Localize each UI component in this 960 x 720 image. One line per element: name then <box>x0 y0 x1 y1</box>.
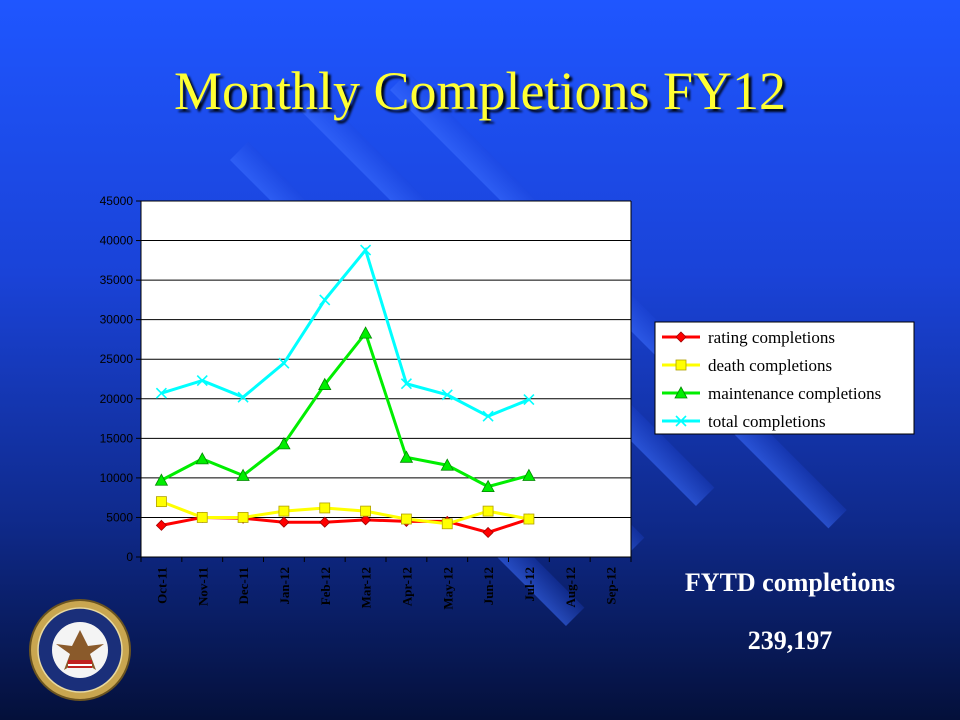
y-tick-labels: 0 5000 10000 15000 20000 25000 30000 35000 40000… <box>100 194 134 564</box>
legend-label: rating completions <box>708 328 835 347</box>
point-marker <box>400 378 412 390</box>
point-marker <box>319 294 331 306</box>
point-marker <box>360 505 371 517</box>
fytd-value: 239,197 <box>747 626 833 655</box>
point-marker-stroke <box>523 394 535 406</box>
point-marker <box>237 391 249 403</box>
x-tick-label: May-12 <box>440 567 455 610</box>
point-marker <box>481 479 495 492</box>
point-marker <box>319 502 331 514</box>
page-title: Monthly Completions FY12 <box>173 61 787 121</box>
fytd-label: FYTD completions <box>684 568 896 597</box>
point-marker <box>399 450 414 463</box>
point-marker <box>360 244 372 256</box>
y-tick-label: 35000 <box>100 273 134 287</box>
series-death-completions <box>156 496 535 530</box>
point-marker <box>196 375 208 387</box>
data-series <box>154 244 536 539</box>
point-marker <box>156 496 167 508</box>
point-marker <box>358 326 373 339</box>
point-marker <box>523 513 535 525</box>
point-marker <box>155 519 167 531</box>
point-marker <box>236 468 250 481</box>
x-tick-label: Nov-11 <box>195 567 210 606</box>
x-tick-label: Mar-12 <box>359 567 374 608</box>
point-marker-stroke <box>196 375 208 387</box>
point-marker-stroke <box>441 389 453 401</box>
x-tick-label: Feb-12 <box>318 567 333 605</box>
series-total-completions <box>155 244 535 422</box>
va-seal-logo <box>29 599 131 701</box>
legend-label: total completions <box>708 412 826 431</box>
series-maintenance-completions <box>154 326 536 492</box>
point-marker <box>482 505 494 517</box>
grid-lines <box>141 200 631 558</box>
y-tick-label: 20000 <box>100 392 134 406</box>
y-tick-label: 5000 <box>106 510 133 524</box>
x-tick-label: Sep-12 <box>604 567 619 605</box>
legend-label: death completions <box>708 356 832 375</box>
y-tick-label: 10000 <box>100 471 134 485</box>
point-marker <box>401 513 412 525</box>
legend: rating completions death completions maint… <box>654 321 915 435</box>
point-marker <box>522 468 536 481</box>
point-marker <box>237 512 249 523</box>
point-marker <box>277 437 291 450</box>
point-marker <box>523 394 535 406</box>
point-marker <box>318 377 332 390</box>
point-marker <box>675 331 687 343</box>
x-tick-label: Aug-12 <box>563 567 578 607</box>
plot-area <box>141 201 631 557</box>
point-marker-stroke <box>360 244 372 256</box>
y-tick-label: 30000 <box>100 313 134 327</box>
point-marker-stroke <box>675 415 687 427</box>
y-tick-label: 25000 <box>100 352 134 366</box>
x-tick-label: Dec-11 <box>236 567 251 605</box>
x-tick-label: Jun-12 <box>481 567 496 605</box>
point-marker <box>278 505 290 517</box>
y-tick-label: 40000 <box>100 234 134 248</box>
series-line <box>160 500 530 526</box>
point-marker-stroke <box>482 410 494 422</box>
point-marker-stroke <box>319 294 331 306</box>
point-marker <box>674 386 688 399</box>
point-marker <box>441 389 453 401</box>
point-marker <box>155 387 167 399</box>
point-marker <box>196 512 208 523</box>
point-marker <box>675 415 687 427</box>
point-marker <box>440 458 454 471</box>
y-tick-label: 0 <box>126 550 133 564</box>
x-tick-label: Oct-11 <box>154 567 169 604</box>
x-tick-label: Jul-12 <box>522 567 537 602</box>
point-marker <box>360 514 372 526</box>
point-marker <box>195 452 209 465</box>
series-line <box>160 246 530 418</box>
x-tick-label: Apr-12 <box>399 567 414 606</box>
point-marker <box>675 359 687 371</box>
point-marker <box>278 516 290 528</box>
series-line <box>160 330 530 489</box>
point-marker-stroke <box>400 378 412 390</box>
point-marker <box>319 516 331 528</box>
x-tick-label: Jan-12 <box>277 567 292 605</box>
point-marker <box>154 473 169 486</box>
point-marker <box>482 410 494 422</box>
legend-label: maintenance completions <box>708 384 881 403</box>
point-marker <box>482 526 494 539</box>
legend-box <box>654 321 915 435</box>
point-marker-stroke <box>278 357 290 369</box>
point-marker-stroke <box>155 387 167 399</box>
x-tick-labels: Oct-11 Nov-11 Dec-11 Jan-12 Feb-12 Mar-12 Apr-… <box>154 567 618 610</box>
point-marker <box>441 518 453 530</box>
y-tick-label: 15000 <box>100 431 134 445</box>
axes <box>136 200 632 562</box>
y-tick-label: 45000 <box>100 194 134 208</box>
point-marker <box>278 357 290 369</box>
point-marker-stroke <box>237 391 249 403</box>
